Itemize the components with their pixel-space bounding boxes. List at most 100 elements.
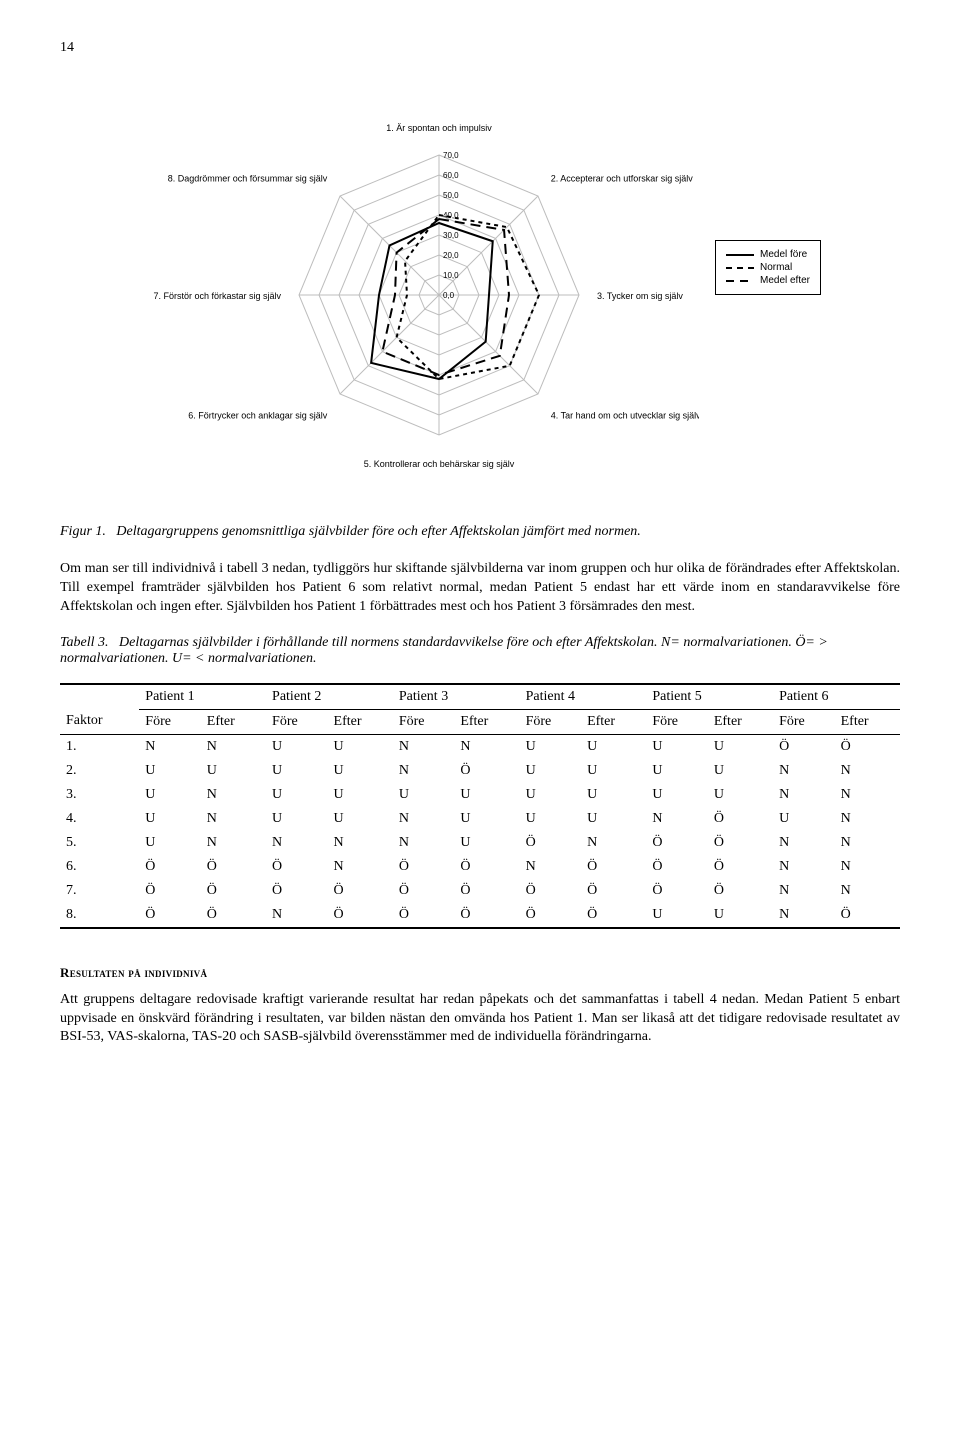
table3-caption: Tabell 3. Deltagarnas självbilder i förh…	[60, 635, 900, 667]
svg-text:10,0: 10,0	[443, 271, 459, 280]
table3-cell: Ö	[708, 807, 773, 831]
table-row: 4.UNUUNUUUNÖUN	[60, 807, 900, 831]
legend-swatch-longdash	[726, 280, 754, 282]
table3-patient-head: Patient 2	[266, 684, 393, 710]
radar-chart: 0,010,020,030,040,050,060,070,01. Är spo…	[139, 80, 699, 500]
table3-cell: Ö	[139, 903, 201, 928]
table-row: 7.ÖÖÖÖÖÖÖÖÖÖNN	[60, 879, 900, 903]
legend-label: Medel efter	[760, 275, 810, 286]
table3-cell: N	[773, 759, 835, 783]
svg-text:5. Kontrollerar och behärskar: 5. Kontrollerar och behärskar sig själv	[364, 459, 515, 469]
table3-cell: U	[581, 734, 646, 759]
table3-cell: U	[266, 734, 328, 759]
table3-cell: U	[520, 807, 582, 831]
table3-cell: Ö	[201, 903, 266, 928]
svg-text:70,0: 70,0	[443, 151, 459, 160]
table3-factor-cell: 1.	[60, 734, 139, 759]
table3-factor-cell: 8.	[60, 903, 139, 928]
table3-cell: N	[835, 855, 900, 879]
table3-cell: U	[646, 783, 708, 807]
table3-cell: Ö	[520, 831, 582, 855]
table3-cell: Ö	[646, 855, 708, 879]
table3-subhead: Efter	[328, 709, 393, 734]
table3-corner	[60, 684, 139, 710]
table3-cell: Ö	[520, 903, 582, 928]
table3-cell: Ö	[454, 879, 519, 903]
table3-cell: N	[454, 734, 519, 759]
table3-cell: N	[328, 831, 393, 855]
legend-item: Medel före	[726, 249, 810, 260]
table3-cell: Ö	[454, 759, 519, 783]
svg-text:4. Tar hand om och utvecklar s: 4. Tar hand om och utvecklar sig själv	[551, 411, 699, 421]
legend-item: Normal	[726, 262, 810, 273]
table3-cell: N	[835, 807, 900, 831]
table3-cell: N	[835, 783, 900, 807]
table3-cell: U	[139, 831, 201, 855]
table3-cell: N	[393, 759, 455, 783]
table3-cell: U	[646, 903, 708, 928]
table3-cell: N	[581, 831, 646, 855]
table3-subhead: Efter	[581, 709, 646, 734]
paragraph-1: Om man ser till individnivå i tabell 3 n…	[60, 560, 900, 617]
table3-subhead: Efter	[835, 709, 900, 734]
table3-cell: U	[328, 734, 393, 759]
table3-cell: Ö	[835, 734, 900, 759]
svg-text:30,0: 30,0	[443, 231, 459, 240]
table3-cell: Ö	[393, 879, 455, 903]
table3-cell: Ö	[328, 879, 393, 903]
table3-cell: U	[520, 734, 582, 759]
table3-cell: N	[646, 807, 708, 831]
svg-text:6. Förtrycker och anklagar sig: 6. Förtrycker och anklagar sig själv	[188, 411, 328, 421]
table3-cell: N	[835, 831, 900, 855]
legend-swatch-dash	[726, 267, 754, 269]
table3-cell: Ö	[139, 855, 201, 879]
svg-text:8. Dagdrömmer och försummar si: 8. Dagdrömmer och försummar sig själv	[168, 173, 328, 183]
table3-cell: U	[454, 831, 519, 855]
table3-cell: Ö	[139, 879, 201, 903]
table3-cell: U	[708, 734, 773, 759]
table3-patient-head: Patient 3	[393, 684, 520, 710]
table3-cell: Ö	[581, 879, 646, 903]
table3-cell: Ö	[708, 855, 773, 879]
table3-cell: Ö	[708, 831, 773, 855]
table3-cell: N	[266, 903, 328, 928]
table3-cell: Ö	[454, 903, 519, 928]
table3-cell: Ö	[835, 903, 900, 928]
paragraph-2: Att gruppens deltagare redovisade krafti…	[60, 991, 900, 1048]
table3-cell: N	[328, 855, 393, 879]
table3-cell: N	[773, 783, 835, 807]
svg-text:20,0: 20,0	[443, 251, 459, 260]
table3-factor-cell: 2.	[60, 759, 139, 783]
figure1-container: 0,010,020,030,040,050,060,070,01. Är spo…	[60, 80, 900, 500]
table3-cell: Ö	[201, 855, 266, 879]
table3-cell: U	[520, 783, 582, 807]
table3-cell: Ö	[581, 855, 646, 879]
table3-cell: U	[139, 783, 201, 807]
table3-cell: Ö	[266, 855, 328, 879]
table3-cell: Ö	[266, 879, 328, 903]
table3-cell: U	[201, 759, 266, 783]
section-heading-individ: Resultaten på individnivå	[60, 965, 900, 981]
table3-cell: N	[139, 734, 201, 759]
table3-patient-head: Patient 5	[646, 684, 773, 710]
table3-cell: N	[201, 783, 266, 807]
table3-cell: U	[328, 759, 393, 783]
table3-cell: U	[773, 807, 835, 831]
page-number: 14	[60, 40, 900, 56]
table3-cell: U	[520, 759, 582, 783]
table3-factor-cell: 5.	[60, 831, 139, 855]
svg-text:3. Tycker om sig själv: 3. Tycker om sig själv	[597, 291, 683, 301]
svg-text:60,0: 60,0	[443, 171, 459, 180]
table-row: 1.NNUUNNUUUUÖÖ	[60, 734, 900, 759]
table3-factor-cell: 7.	[60, 879, 139, 903]
table3-cell: U	[708, 783, 773, 807]
table3-cell: N	[773, 903, 835, 928]
table3-cell: Ö	[708, 879, 773, 903]
table3-cell: U	[646, 734, 708, 759]
table3-cell: N	[393, 734, 455, 759]
table3-subhead: Efter	[201, 709, 266, 734]
table3-cell: U	[454, 807, 519, 831]
table3-cell: Ö	[646, 831, 708, 855]
table-row: 6.ÖÖÖNÖÖNÖÖÖNN	[60, 855, 900, 879]
table3-cell: U	[266, 783, 328, 807]
